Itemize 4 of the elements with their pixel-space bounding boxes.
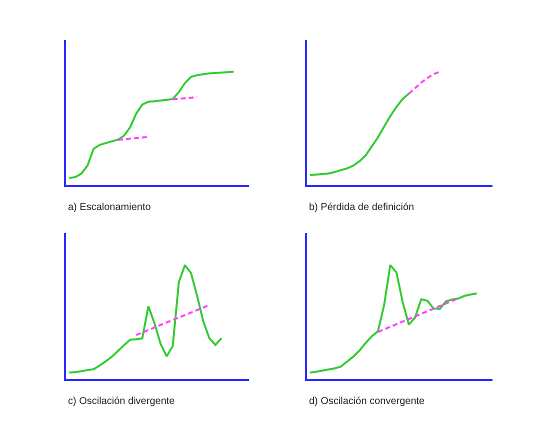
text: d) Oscilación convergente [309,396,426,407]
text: b) Pérdida de definición [309,202,414,213]
text: a) Escalonamiento [68,202,152,213]
text: c) Oscilación divergente [68,396,176,407]
